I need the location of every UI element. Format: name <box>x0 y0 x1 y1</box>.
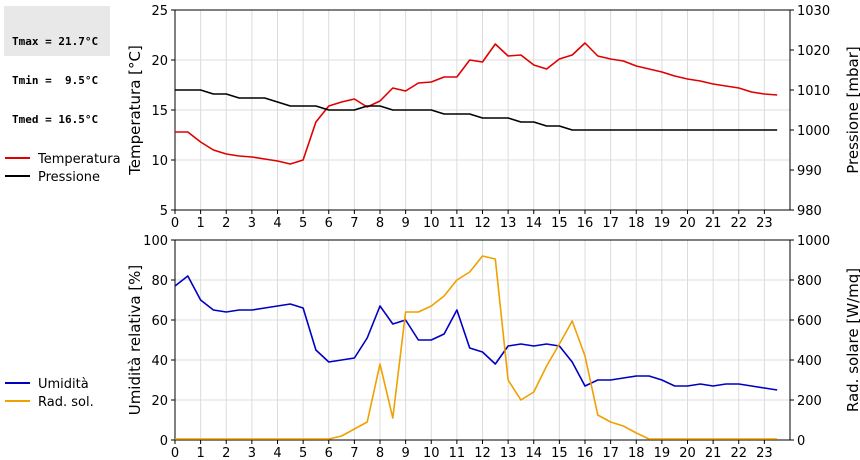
bottom-y-tick-label: 60 <box>151 314 168 329</box>
top-y-axis-label: Temperatura [°C] <box>126 45 144 176</box>
bottom-x-tick-label: 18 <box>628 446 645 460</box>
top-x-tick-label: 1 <box>196 216 204 231</box>
tmin-readout: Tmin = 9.5°C <box>12 74 99 87</box>
top-x-tick-label: 9 <box>401 216 409 231</box>
bottom-x-tick-label: 1 <box>196 446 204 460</box>
top-x-tick-label: 16 <box>577 216 594 231</box>
top-x-tick-label: 0 <box>171 216 179 231</box>
top-plot-frame <box>174 9 791 211</box>
top-y-tick-label: 10 <box>151 154 168 169</box>
top-x-tick-label: 13 <box>500 216 517 231</box>
top-x-tick-label: 5 <box>299 216 307 231</box>
bottom-y2-tick-label: 1000 <box>797 234 830 249</box>
top-x-tick-label: 3 <box>248 216 256 231</box>
top-series-temperatura-line <box>175 42 778 165</box>
bottom-x-tick-label: 19 <box>654 446 671 460</box>
top-x-tick-label: 10 <box>423 216 440 231</box>
top-x-tick-label: 2 <box>222 216 230 231</box>
bottom-legend-label: Umidità <box>38 377 89 392</box>
top-x-tick-label: 21 <box>705 216 722 231</box>
bottom-x-tick-label: 7 <box>350 446 358 460</box>
top-x-tick-label: 20 <box>679 216 696 231</box>
top-y2-axis-label: Pressione [mbar] <box>844 46 860 174</box>
top-y2-tick-label: 990 <box>797 164 822 179</box>
bottom-x-tick-label: 20 <box>679 446 696 460</box>
bottom-y2-tick-label: 800 <box>797 274 822 289</box>
top-x-tick-label: 6 <box>325 216 333 231</box>
top-x-tick-label: 11 <box>449 216 466 231</box>
bottom-y2-tick-label: 0 <box>797 434 805 449</box>
bottom-x-tick-label: 9 <box>401 446 409 460</box>
bottom-x-tick-label: 4 <box>273 446 281 460</box>
top-x-tick-label: 4 <box>273 216 281 231</box>
bottom-x-tick-label: 5 <box>299 446 307 460</box>
top-x-tick-label: 8 <box>376 216 384 231</box>
tmed-readout: Tmed = 16.5°C <box>12 113 99 126</box>
top-x-tick-label: 7 <box>350 216 358 231</box>
bottom-y-tick-label: 100 <box>143 234 168 249</box>
bottom-x-tick-label: 0 <box>171 446 179 460</box>
bottom-x-tick-label: 21 <box>705 446 722 460</box>
bottom-x-tick-label: 2 <box>222 446 230 460</box>
bottom-y2-tick-label: 200 <box>797 394 822 409</box>
bottom-x-tick-label: 13 <box>500 446 517 460</box>
top-y2-tick-label: 1030 <box>797 4 830 19</box>
bottom-y-tick-label: 80 <box>151 274 168 289</box>
bottom-y2-tick-label: 400 <box>797 354 822 369</box>
top-y-tick-label: 15 <box>151 104 168 119</box>
top-y-tick-label: 5 <box>160 204 168 219</box>
tmax-readout: Tmax = 21.7°C <box>12 35 99 48</box>
top-series-pressione-line <box>175 89 778 131</box>
bottom-x-tick-label: 14 <box>525 446 542 460</box>
bottom-x-tick-label: 10 <box>423 446 440 460</box>
bottom-y-tick-label: 0 <box>160 434 168 449</box>
top-x-tick-label: 17 <box>602 216 619 231</box>
bottom-x-tick-label: 12 <box>474 446 491 460</box>
bottom-x-tick-label: 8 <box>376 446 384 460</box>
top-y2-tick-label: 1020 <box>797 44 830 59</box>
bottom-x-tick-label: 6 <box>325 446 333 460</box>
bottom-y-tick-label: 20 <box>151 394 168 409</box>
bottom-y-tick-label: 40 <box>151 354 168 369</box>
bottom-y-axis-label: Umidità relativa [%] <box>126 265 144 416</box>
bottom-series-rad-sol-line <box>175 255 778 440</box>
top-legend-label: Pressione <box>38 170 100 185</box>
bottom-y2-axis-label: Rad. solare [W/mq] <box>844 268 860 412</box>
bottom-series-umidit-line <box>174 275 778 391</box>
bottom-plot-frame <box>174 239 791 441</box>
bottom-x-tick-label: 16 <box>577 446 594 460</box>
top-x-tick-label: 18 <box>628 216 645 231</box>
top-x-tick-label: 15 <box>551 216 568 231</box>
top-x-tick-label: 23 <box>756 216 773 231</box>
top-y-tick-label: 20 <box>151 54 168 69</box>
temperature-stats-box: Tmax = 21.7°C Tmin = 9.5°C Tmed = 16.5°C <box>4 6 110 126</box>
bottom-x-tick-label: 3 <box>248 446 256 460</box>
bottom-legend-label: Rad. sol. <box>38 395 94 410</box>
top-x-tick-label: 19 <box>654 216 671 231</box>
bottom-y2-tick-label: 600 <box>797 314 822 329</box>
top-x-tick-label: 12 <box>474 216 491 231</box>
bottom-x-tick-label: 17 <box>602 446 619 460</box>
bottom-x-tick-label: 23 <box>756 446 773 460</box>
bottom-x-tick-label: 15 <box>551 446 568 460</box>
top-x-tick-label: 14 <box>525 216 542 231</box>
top-legend-label: Temperatura <box>37 152 121 167</box>
top-x-tick-label: 22 <box>730 216 747 231</box>
top-y2-tick-label: 1000 <box>797 124 830 139</box>
top-y2-tick-label: 980 <box>797 204 822 219</box>
bottom-x-tick-label: 22 <box>730 446 747 460</box>
bottom-x-tick-label: 11 <box>449 446 466 460</box>
top-y2-tick-label: 1010 <box>797 84 830 99</box>
top-y-tick-label: 25 <box>151 4 168 19</box>
